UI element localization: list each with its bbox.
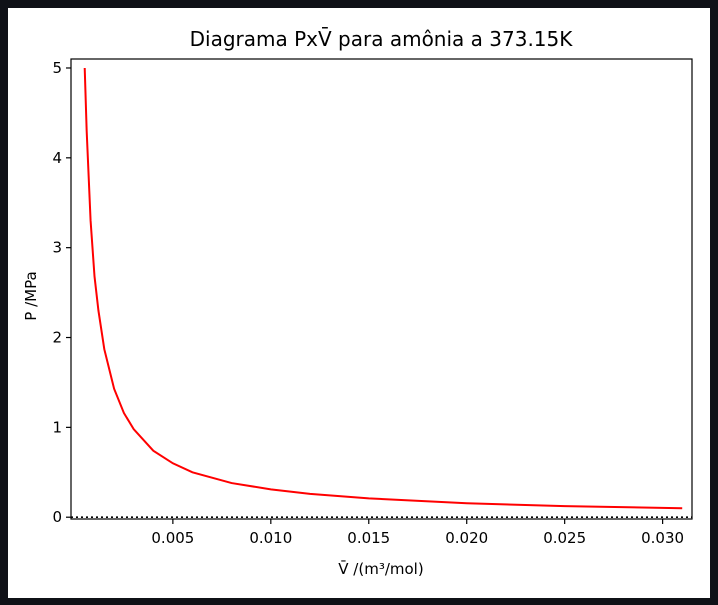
figure: Diagrama PxV̄ para amônia a 373.15K 0.00…: [8, 8, 710, 598]
y-tick-label: 3: [52, 239, 62, 257]
y-tick-label: 0: [52, 508, 62, 526]
y-tick-label: 1: [52, 418, 62, 436]
x-axis-label: V̄ /(m³/mol): [338, 559, 423, 578]
series-line-0: [83, 67, 683, 510]
y-axis-label: P /MPa: [22, 271, 40, 320]
x-tick-label: 0.025: [543, 529, 586, 547]
x-tick-label: 0.030: [641, 529, 684, 547]
chart-title: Diagrama PxV̄ para amônia a 373.15K: [190, 26, 574, 51]
x-tick-label: 0.010: [249, 529, 292, 547]
y-tick-label: 5: [52, 59, 62, 77]
x-tick-label: 0.015: [347, 529, 390, 547]
x-tick-label: 0.020: [445, 529, 488, 547]
plot-frame: [70, 58, 693, 520]
y-tick-label: 4: [52, 149, 62, 167]
chart: Diagrama PxV̄ para amônia a 373.15K 0.00…: [22, 26, 693, 578]
y-tick-label: 2: [52, 329, 62, 347]
x-tick-label: 0.005: [151, 529, 194, 547]
plot-area: 0.005 0.010 0.015 0.020 0.025 0.030 0 1 2 3 4 5: [52, 58, 693, 547]
